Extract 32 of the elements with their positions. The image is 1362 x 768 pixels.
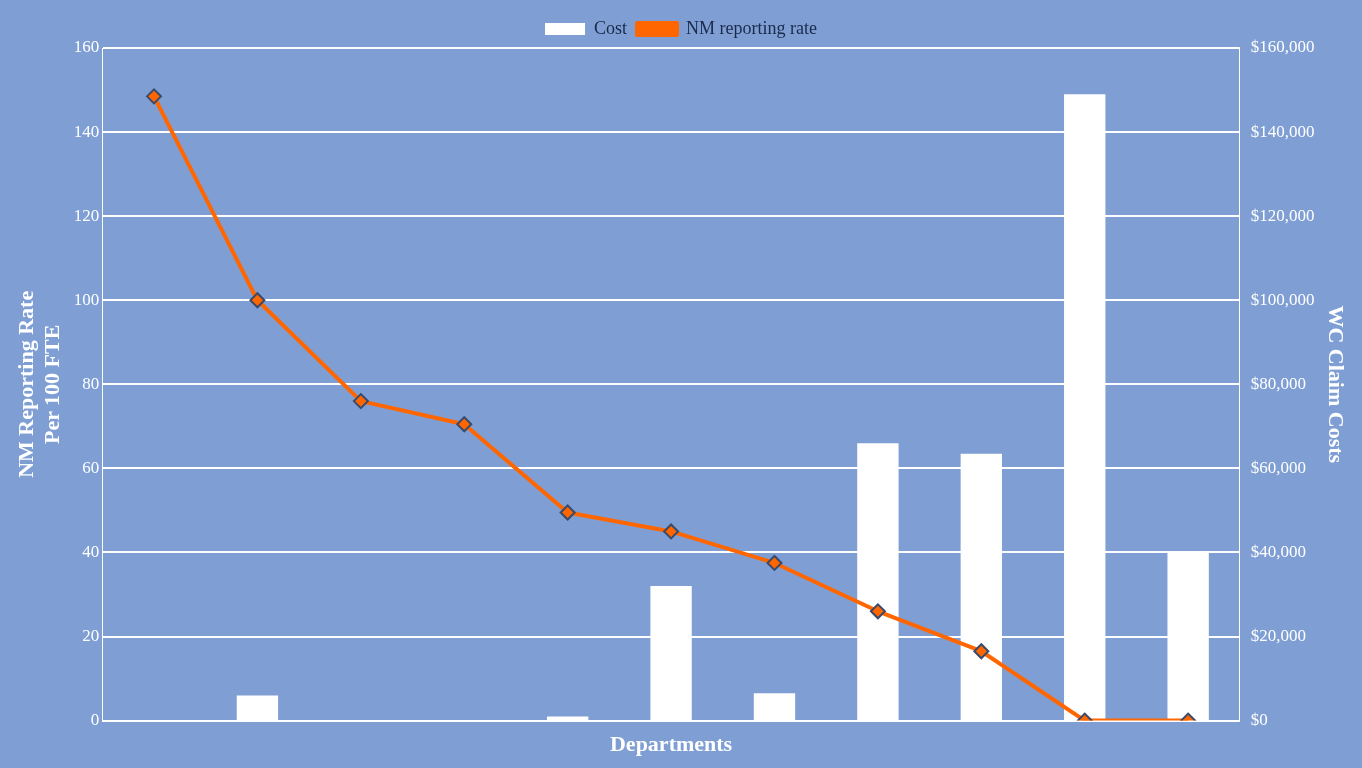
y2-tick-label: $0 <box>1250 710 1268 730</box>
y2-tick-label: $140,000 <box>1250 121 1315 141</box>
point <box>766 554 783 571</box>
point <box>456 416 473 433</box>
y-tick-label: 140 <box>73 121 100 141</box>
y2-tick-label: $160,000 <box>1250 37 1315 57</box>
point <box>559 504 576 521</box>
point <box>249 292 266 309</box>
y-tick-label: 80 <box>82 373 100 393</box>
y2-tick-label: $40,000 <box>1250 541 1307 561</box>
legend-label: NM reporting rate <box>686 17 817 38</box>
point <box>663 523 680 540</box>
y2-axis-title: WC Claim Costs <box>1324 305 1350 464</box>
y2-tick-label: $60,000 <box>1250 457 1307 477</box>
y-tick-label: 60 <box>82 457 100 477</box>
point <box>869 603 886 620</box>
y-tick-label: 40 <box>82 541 100 561</box>
y2-tick-label: $80,000 <box>1250 373 1307 393</box>
x-axis-title: Departments <box>609 731 733 757</box>
y2-tick-label: $120,000 <box>1250 205 1315 225</box>
point <box>146 88 163 105</box>
y-tick-label: 20 <box>82 625 100 645</box>
legend-label: Cost <box>594 17 628 38</box>
y2-tick-label: $100,000 <box>1250 289 1315 309</box>
y-tick-label: 120 <box>73 205 100 225</box>
y-tick-label: 160 <box>73 37 100 57</box>
point <box>352 393 369 410</box>
y-tick-label: 100 <box>73 289 100 309</box>
point <box>973 643 990 660</box>
y2-tick-label: $20,000 <box>1250 625 1307 645</box>
y-tick-label: 0 <box>90 710 100 730</box>
y-axis-title: NM Reporting Rate Per 100 FTE <box>12 290 65 478</box>
